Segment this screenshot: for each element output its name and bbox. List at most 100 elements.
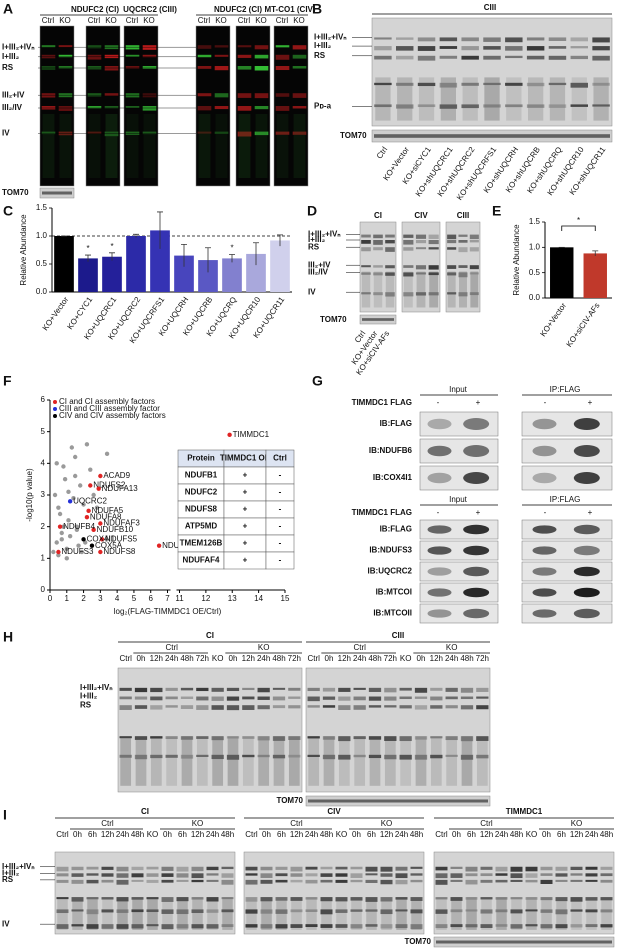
point-label: NDUFS2: [93, 481, 126, 490]
point: [67, 533, 73, 539]
label: KO: [255, 16, 267, 25]
gel-band: [600, 866, 613, 870]
gel-band: [396, 46, 414, 51]
gel-band: [368, 696, 382, 701]
x-axis-label: log₂(FLAG-TIMMDC1 OE/Ctrl): [114, 607, 222, 616]
table-text: +: [243, 539, 248, 548]
gel-band: [461, 104, 479, 109]
gel-band: [290, 879, 303, 883]
label: 48h: [131, 830, 144, 839]
gel-band: [570, 897, 583, 902]
loading-band: [374, 134, 610, 138]
gel-band: [447, 272, 457, 276]
gel-smear: [381, 897, 392, 930]
legend-label: CIV and CIV assembly factors: [59, 411, 166, 420]
panel-letter: A: [3, 1, 13, 17]
label: KO: [571, 819, 583, 828]
gel-smear: [222, 897, 233, 930]
gel-band: [206, 879, 219, 882]
point-label: NDUFS8: [103, 547, 136, 556]
gel-band: [403, 240, 414, 245]
label: TOM70: [276, 796, 303, 805]
gel-smear: [291, 897, 302, 930]
gel-band: [525, 909, 538, 912]
gel-band: [410, 873, 423, 876]
gel-band: [275, 66, 290, 71]
point: [56, 505, 61, 510]
gel-band: [458, 272, 468, 278]
gel-band: [275, 873, 288, 877]
gel-band: [146, 879, 159, 883]
gel-band: [417, 46, 436, 51]
gel-smear: [549, 77, 566, 121]
point: [79, 549, 85, 555]
gel-band: [373, 272, 383, 276]
gel-band: [254, 54, 269, 59]
gel-smear: [440, 77, 456, 121]
gel-band: [439, 55, 458, 59]
label: 12h: [191, 830, 204, 839]
gel-band: [403, 265, 414, 268]
gel-band: [430, 687, 443, 691]
gel-band: [415, 240, 427, 244]
point-label: COX4I1: [87, 534, 116, 543]
gel-band: [365, 879, 378, 883]
gel-band: [150, 696, 163, 701]
gel-band: [380, 879, 393, 885]
gel-band: [254, 131, 269, 136]
point: [86, 508, 91, 514]
gel-smear: [397, 77, 413, 121]
point-label: NDUFS5: [105, 534, 138, 543]
gel: [305, 667, 491, 793]
gel-band: [242, 736, 255, 739]
gel-band: [350, 866, 363, 870]
gel-band: [483, 55, 501, 60]
gel-band: [495, 924, 508, 927]
label: Ctrl: [165, 643, 178, 652]
label: 12h: [290, 830, 303, 839]
gel-band: [101, 879, 114, 883]
point: [84, 514, 90, 520]
panel-letter: F: [3, 373, 12, 389]
gel-band: [191, 873, 204, 879]
gel-band: [373, 265, 383, 268]
gel-band: [320, 873, 333, 877]
gel-band: [458, 234, 468, 237]
gel-band: [510, 909, 523, 914]
gel-band: [368, 687, 382, 692]
panel-letter: I: [3, 807, 7, 823]
label: 24h: [353, 654, 366, 663]
label: IB:FLAG: [380, 525, 412, 534]
gel-band: [458, 265, 468, 268]
gel-band: [290, 897, 303, 901]
gel-band: [600, 924, 613, 928]
label: 24h: [257, 654, 270, 663]
gel-band: [237, 93, 252, 98]
gel-band: [211, 696, 224, 701]
point-label: NDUFB10: [97, 525, 134, 534]
point: [74, 527, 80, 533]
gel-band: [361, 292, 371, 295]
gel-band: [254, 93, 269, 99]
gel-band: [526, 37, 545, 41]
point: [71, 495, 76, 501]
y-tick-label: 1.0: [36, 231, 48, 240]
table-text: -: [279, 471, 282, 480]
blot-band: [463, 524, 490, 535]
gel-smear: [181, 736, 193, 786]
label: 24h: [206, 830, 219, 839]
table-text: NDUFB1: [185, 471, 218, 480]
gel-smear: [446, 736, 458, 786]
gel-band: [180, 687, 194, 691]
gel-band: [380, 866, 393, 872]
label: 24h: [445, 654, 458, 663]
gel-smear: [242, 736, 254, 786]
gel-band: [41, 45, 56, 48]
gel-band: [435, 909, 448, 914]
gel-band: [288, 687, 301, 691]
gel-smear: [338, 736, 350, 786]
loading-band: [362, 318, 394, 321]
blot: [419, 540, 499, 561]
gel-smear: [227, 736, 239, 786]
blot-band: [532, 525, 557, 534]
